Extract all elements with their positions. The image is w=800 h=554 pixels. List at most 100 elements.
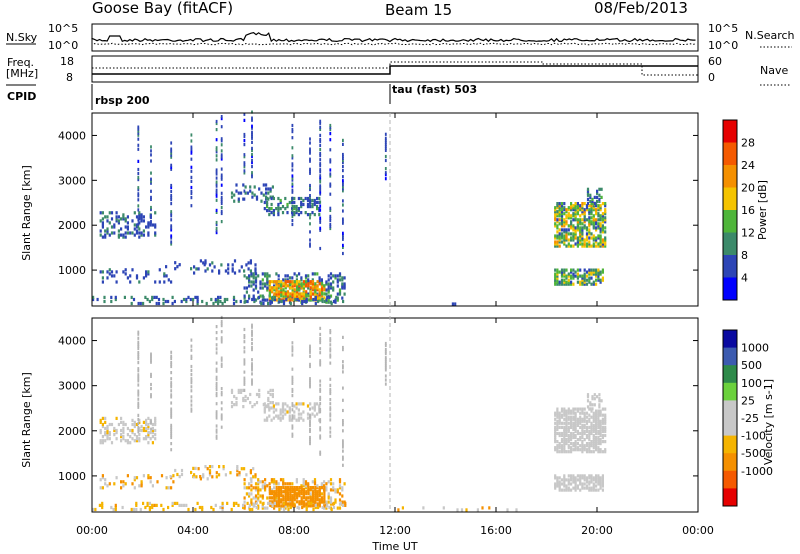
spike-cell (170, 155, 173, 159)
scatter-cell (298, 284, 301, 288)
scatter-cell (576, 244, 579, 248)
scatter-cell (182, 503, 186, 507)
scatter-cell (567, 417, 570, 421)
spike-cell (137, 346, 140, 350)
scatter-cell (106, 215, 109, 219)
scatter-cell (588, 276, 591, 280)
scatter-cell (110, 217, 114, 221)
scatter-cell (259, 280, 262, 284)
scatter-cell (563, 444, 566, 448)
scatter-cell (275, 298, 278, 302)
spike-cell (291, 136, 294, 140)
scatter-cell (304, 211, 307, 215)
scatter-cell (590, 480, 593, 484)
scatter-cell (311, 406, 314, 410)
scatter-cell (171, 301, 174, 306)
scatter-cell (279, 198, 282, 203)
scatter-cell (574, 419, 577, 423)
scatter-cell (596, 189, 599, 193)
scatter-cell (314, 488, 317, 492)
scatter-cell (590, 272, 593, 276)
scatter-cell (309, 504, 312, 508)
scatter-cell (103, 295, 106, 299)
spike-cell (251, 158, 253, 163)
scatter-cell (595, 270, 598, 274)
scatter-cell (581, 208, 584, 212)
scatter-cell (172, 480, 175, 484)
colorbar-segment (723, 232, 737, 256)
scatter-cell (599, 224, 602, 228)
scatter-cell (193, 265, 196, 269)
spike-cell (190, 204, 193, 208)
scatter-cell (316, 498, 319, 502)
scatter-cell (248, 296, 251, 300)
scatter-cell (581, 274, 584, 278)
scatter-cell (271, 288, 274, 292)
spike-cell (309, 377, 311, 381)
spike-cell (342, 209, 344, 213)
spike-cell (215, 391, 218, 396)
spike-cell (384, 378, 387, 382)
scatter-cell (307, 280, 310, 284)
scatter-cell (145, 270, 148, 274)
scatter-cell (261, 282, 264, 286)
spike-cell (251, 323, 253, 327)
spike-cell (170, 431, 173, 436)
spike-cell (150, 149, 152, 153)
freq-tick-high: 18 (60, 55, 74, 68)
scatter-cell (115, 270, 118, 274)
scatter-cell (592, 444, 595, 448)
scatter-cell (213, 265, 216, 269)
scatter-cell (586, 197, 590, 201)
scatter-cell (302, 402, 305, 406)
scatter-cell (338, 290, 342, 294)
spike-cell (137, 391, 140, 395)
scatter-cell (583, 218, 586, 222)
scatter-cell (558, 228, 561, 232)
spike-cell (170, 427, 173, 431)
scatter-cell (556, 242, 559, 246)
spike-cell (150, 354, 152, 358)
scatter-cell (563, 234, 566, 238)
scatter-cell (245, 473, 248, 477)
colorbar-segment (723, 365, 737, 384)
scatter-cell (567, 409, 570, 413)
scatter-cell (302, 294, 305, 298)
scatter-cell (595, 222, 598, 226)
spike-cell (170, 423, 173, 427)
scatter-cell (300, 292, 303, 296)
scatter-cell (592, 216, 595, 220)
scatter-cell (101, 211, 104, 215)
scatter-cell (307, 278, 310, 282)
spike-cell (190, 395, 193, 399)
scatter-cell (305, 294, 308, 298)
scatter-cell (585, 480, 589, 484)
scatter-cell (286, 492, 290, 496)
scatter-cell (130, 301, 133, 306)
scatter-cell (556, 276, 559, 280)
scatter-cell (341, 494, 344, 498)
y-tick-label: 2000 (58, 219, 86, 232)
scatter-cell (572, 421, 575, 425)
scatter-cell (293, 290, 296, 294)
scatter-cell (556, 419, 559, 423)
scatter-cell (590, 486, 593, 490)
spike-cell (150, 145, 152, 149)
scatter-cell (291, 490, 294, 494)
scatter-cell (488, 506, 491, 510)
scatter-cell (563, 482, 566, 486)
scatter-cell (92, 297, 95, 302)
scatter-cell (266, 506, 269, 510)
scatter-cell (249, 269, 252, 273)
spike-cell (220, 211, 223, 216)
scatter-cell (321, 292, 324, 296)
scatter-cell (266, 298, 269, 302)
scatter-cell (560, 224, 564, 228)
scatter-cell (254, 284, 258, 288)
spike-cell (309, 185, 311, 190)
spike-cell (329, 389, 332, 394)
scatter-cell (266, 196, 269, 201)
scatter-cell (558, 415, 561, 419)
spike-cell (220, 340, 223, 344)
scatter-cell (254, 272, 258, 276)
